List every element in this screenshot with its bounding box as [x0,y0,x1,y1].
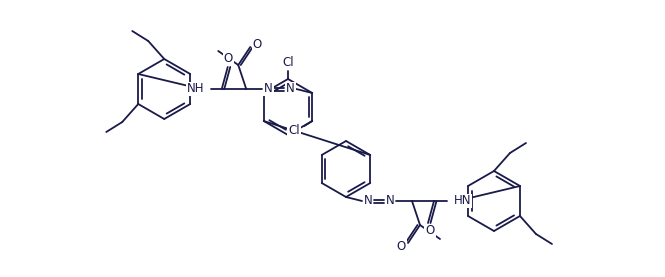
Text: O: O [253,37,262,50]
Text: O: O [426,224,435,237]
Text: O: O [396,240,406,253]
Text: N: N [364,194,372,207]
Text: HN: HN [454,194,471,207]
Text: Cl: Cl [289,124,300,137]
Text: O: O [223,53,233,65]
Text: NH: NH [187,83,204,96]
Text: N: N [264,83,273,96]
Text: Cl: Cl [282,57,294,70]
Text: N: N [386,194,394,207]
Text: N: N [286,83,295,96]
